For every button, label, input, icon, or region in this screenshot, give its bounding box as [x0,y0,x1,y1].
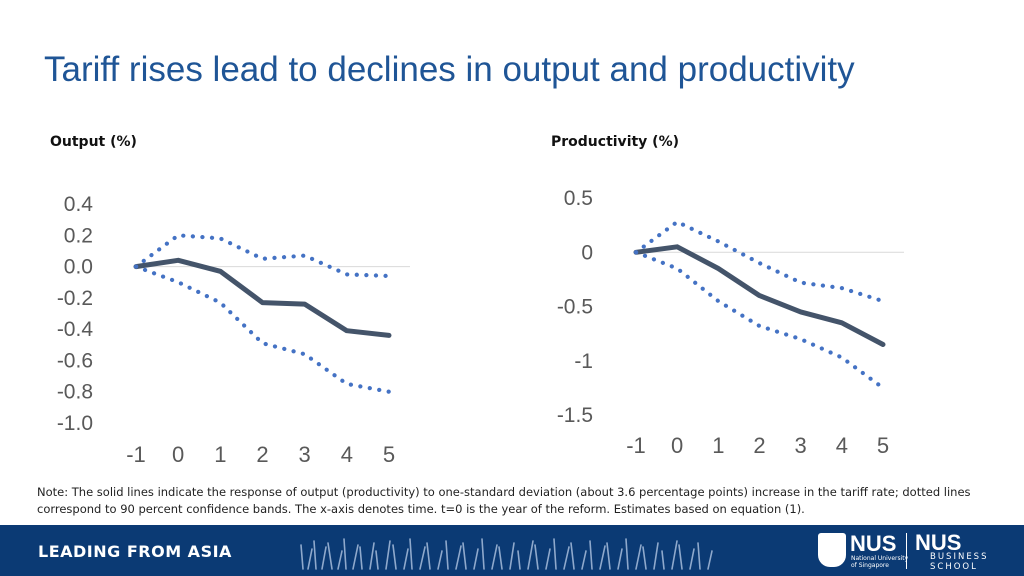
y-tick-label: 0.2 [64,224,93,247]
y-tick-label: -1.5 [557,404,593,427]
x-tick-label: -1 [126,442,146,467]
footer-bar: LEADING FROM ASIA NUS National Universit… [0,525,1024,576]
y-tick-label: -0.4 [57,318,94,341]
y-tick-label: -0.2 [57,287,93,310]
x-tick-label: 0 [671,433,683,458]
business-school-logo-text: NUS [915,530,962,555]
productivity-chart-title: Productivity (%) [551,134,680,150]
y-tick-label: 0 [581,241,593,264]
school-label: SCHOOL [930,562,978,572]
nus-logo-subtitle: National University of Singapore [851,555,909,569]
y-tick-label: -1.0 [57,412,93,435]
series-line-lower [633,250,886,390]
output-chart-title: Output (%) [50,134,137,150]
x-tick-label: 5 [877,433,889,458]
x-tick-label: 3 [299,442,311,467]
series-line-estimate [133,257,392,338]
x-tick-label: -1 [626,433,646,458]
business-label: BUSINESS [930,552,989,562]
series-line-estimate [633,244,886,347]
y-tick-label: -0.6 [57,349,93,372]
footer-tagline: LEADING FROM ASIA [38,542,232,561]
y-tick-label: 0.0 [64,256,93,279]
x-tick-label: 4 [341,442,353,467]
footnote: Note: The solid lines indicate the respo… [37,485,971,516]
series-line-upper [133,233,392,279]
charts-canvas: 0.4 0.2 0.0 -0.2 -0.4 -0.6 -0.8 -1.0 -1 0 1 2 3 4 5 0.5… [57,187,904,467]
x-tick-label: 1 [214,442,226,467]
y-tick-label: -1 [574,350,593,373]
y-tick-label: 0.5 [564,187,593,210]
grass-decoration-icon [300,538,713,570]
business-school-subtitle: BUSINESS SCHOOL [930,552,988,572]
series-line-upper [633,219,886,304]
nus-logo-text: NUS [850,531,897,556]
y-tick-label: -0.5 [557,296,593,319]
x-tick-label: 2 [753,433,765,458]
x-tick-label: 1 [712,433,724,458]
y-tick-label: -0.8 [57,381,93,404]
x-tick-label: 3 [795,433,807,458]
x-tick-label: 5 [383,442,395,467]
slide-title: Tariff rises lead to declines in output … [44,50,855,89]
y-tick-label: 0.4 [64,193,94,216]
logo-divider [906,533,907,569]
x-tick-label: 0 [172,442,184,467]
x-tick-label: 4 [836,433,848,458]
x-tick-label: 2 [256,442,268,467]
nus-crest-icon [818,533,846,567]
